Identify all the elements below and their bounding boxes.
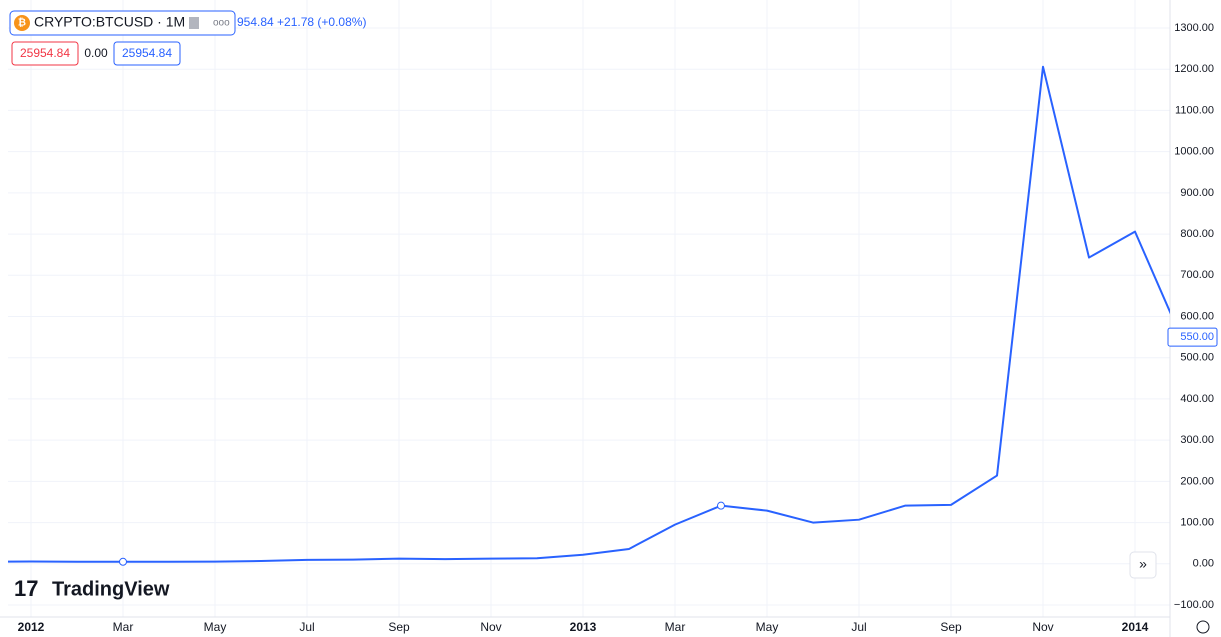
symbol-title: CRYPTO:BTCUSD · 1M [34, 14, 185, 30]
header-price: 954.84 +21.78 (+0.08%) [237, 15, 366, 29]
y-tick-label: −100.00 [1174, 599, 1214, 611]
symbol-box[interactable] [9, 10, 236, 36]
y-tick-label: 1300.00 [1174, 22, 1214, 34]
y-tick-label: 800.00 [1180, 228, 1214, 240]
x-tick-label: Nov [480, 620, 501, 634]
y-tick-label: 900.00 [1180, 187, 1214, 199]
price-line [8, 65, 1170, 563]
x-tick-label: Sep [388, 620, 410, 634]
marker [717, 501, 725, 510]
y-tick-label: 600.00 [1180, 310, 1214, 322]
y-tick-label: 1000.00 [1174, 146, 1214, 158]
x-tick-label: 2014 [1122, 620, 1149, 634]
x-tick-label: May [204, 620, 227, 634]
y-tick-label: 200.00 [1180, 475, 1214, 487]
marker [119, 557, 127, 566]
x-tick-label: Mar [665, 620, 686, 634]
legend-value: 25954.84 [20, 46, 70, 60]
x-tick-label: Jul [851, 620, 866, 634]
y-tick-label: 400.00 [1180, 393, 1214, 405]
y-tick-label: 500.00 [1180, 352, 1214, 364]
logo-mark: 17 [14, 576, 38, 601]
flag-icon[interactable] [189, 17, 199, 29]
x-tick-label: Sep [940, 620, 962, 634]
x-tick-label: Nov [1032, 620, 1053, 634]
bitcoin-glyph: ₿ [18, 17, 26, 29]
y-tick-label: 1100.00 [1175, 104, 1214, 116]
legend-value: 0.00 [84, 46, 108, 60]
value-box [11, 41, 79, 66]
scroll-button[interactable] [1129, 551, 1157, 579]
settings-button[interactable] [1196, 620, 1210, 634]
y-tick-label: 700.00 [1180, 269, 1214, 281]
bitcoin-icon [14, 15, 30, 31]
price-label-box [1167, 327, 1218, 347]
value-box [113, 41, 181, 66]
more-icon[interactable]: ooo [213, 18, 230, 29]
x-tick-label: Mar [113, 620, 134, 634]
y-tick-label: 0.00 [1193, 558, 1214, 570]
brand: TradingView [52, 578, 170, 600]
y-tick-label: 1200.00 [1174, 63, 1214, 75]
x-tick-label: 2013 [570, 620, 597, 634]
scroll-icon: » [1139, 556, 1147, 572]
legend-value: 25954.84 [122, 46, 172, 60]
x-tick-label: 2012 [18, 620, 45, 634]
y-tick-label: 100.00 [1180, 516, 1214, 528]
x-tick-label: Jul [299, 620, 314, 634]
price-label: 550.00 [1180, 331, 1214, 343]
x-tick-label: May [756, 620, 779, 634]
y-tick-label: 300.00 [1180, 434, 1214, 446]
